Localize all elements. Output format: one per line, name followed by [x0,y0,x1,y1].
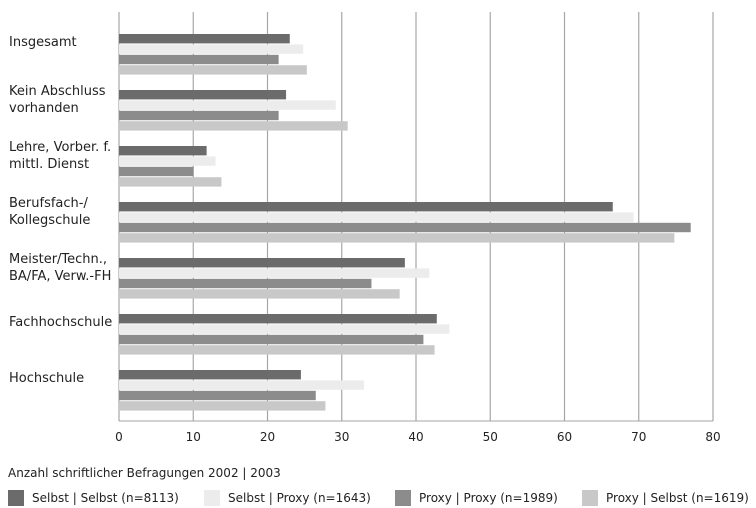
x-tick-label-2: 20 [260,430,275,444]
category-label-4-line0: Meister/Techn., [9,252,107,267]
bar-cat2-series3 [119,177,222,187]
x-tick-label-6: 60 [557,430,572,444]
category-label-5: Fachhochschule [9,315,112,330]
category-label-1-line0: Kein Abschluss [9,84,106,99]
legend-label-proxy-proxy: Proxy | Proxy (n=1989) [419,491,558,505]
x-tick-label-7: 70 [631,430,646,444]
category-label-6: Hochschule [9,371,84,386]
legend-item-proxy-selbst: Proxy | Selbst (n=1619) [582,489,749,507]
bar-cat2-series2 [119,166,194,177]
bar-cat0-series2 [119,54,279,65]
bar-cat6-series1 [119,380,365,390]
legend: Selbst | Selbst (n=8113) Selbst | Proxy … [8,489,756,507]
bar-cat1-series1 [119,100,336,110]
legend-swatch-proxy-selbst [582,490,598,506]
category-label-3-line0: Berufsfach-/ [9,196,88,211]
bar-cat0-series0 [119,34,290,44]
bar-cat5-series3 [119,345,435,355]
bar-cat5-series1 [119,324,450,334]
category-label-2-line0: Lehre, Vorber. f. [9,140,111,155]
bar-cat0-series3 [119,65,307,75]
legend-label-proxy-selbst: Proxy | Selbst (n=1619) [606,491,749,505]
category-label-4-line1: BA/FA, Verw.-FH [9,269,111,284]
bar-cat5-series0 [119,314,437,324]
bar-cat5-series2 [119,334,424,345]
x-tick-label-5: 50 [483,430,498,444]
legend-swatch-selbst-proxy [204,490,220,506]
category-label-0: Insgesamt [9,35,77,50]
x-tick-label-1: 10 [186,430,201,444]
bar-cat1-series0 [119,90,287,100]
legend-swatch-selbst-selbst [8,490,24,506]
x-tick-label-0: 0 [115,430,123,444]
bar-cat2-series0 [119,146,207,156]
category-label-2-line1: mittl. Dienst [9,157,89,172]
category-label-1-line1: vorhanden [9,101,79,116]
bar-cat3-series2 [119,222,691,233]
bar-cat2-series1 [119,156,216,166]
bar-cat4-series2 [119,278,372,289]
legend-label-selbst-selbst: Selbst | Selbst (n=8113) [32,491,179,505]
bar-cat6-series0 [119,370,301,380]
legend-item-selbst-proxy: Selbst | Proxy (n=1643) [204,489,371,507]
bar-cat3-series1 [119,212,634,222]
bar-cat4-series0 [119,258,405,268]
x-tick-label-4: 40 [408,430,423,444]
bar-cat4-series1 [119,268,430,278]
x-tick-label-3: 30 [334,430,349,444]
bar-cat3-series0 [119,202,613,212]
bar-cat6-series3 [119,401,326,411]
bar-cat3-series3 [119,233,675,243]
legend-title: Anzahl schriftlicher Befragungen 2002 | … [8,466,281,480]
legend-item-selbst-selbst: Selbst | Selbst (n=8113) [8,489,179,507]
bar-cat1-series3 [119,121,348,131]
bar-cat6-series2 [119,390,316,401]
bar-cat1-series2 [119,110,279,121]
x-tick-label-8: 80 [705,430,720,444]
bar-cat0-series1 [119,44,304,54]
legend-label-selbst-proxy: Selbst | Proxy (n=1643) [228,491,371,505]
category-label-3-line1: Kollegschule [9,213,90,228]
bar-cat4-series3 [119,289,400,299]
legend-item-proxy-proxy: Proxy | Proxy (n=1989) [395,489,558,507]
legend-swatch-proxy-proxy [395,490,411,506]
